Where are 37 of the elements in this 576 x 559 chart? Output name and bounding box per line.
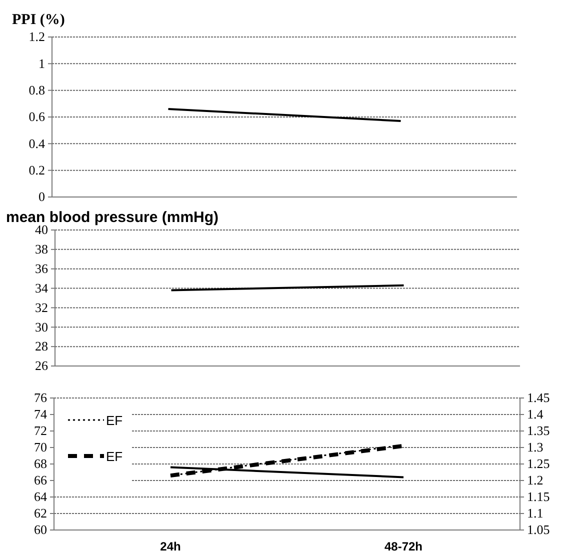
y-tick-label: 68 bbox=[34, 456, 47, 472]
y-tick-label: 0 bbox=[38, 189, 45, 204]
y-tick-label: 28 bbox=[35, 338, 48, 354]
chart-title: PPI (%) bbox=[12, 12, 65, 28]
y-tick-label: 34 bbox=[35, 280, 48, 296]
y-tick-label: 66 bbox=[34, 472, 48, 488]
y2-tick-label: 1.4 bbox=[527, 406, 544, 422]
y2-tick-label: 1.35 bbox=[527, 423, 550, 438]
legend-label: EF bbox=[106, 449, 123, 464]
y-tick-label: 36 bbox=[35, 261, 48, 276]
legend-label: EF bbox=[106, 413, 123, 428]
y-tick-label: 0.6 bbox=[28, 109, 46, 124]
y2-tick-label: 1.1 bbox=[527, 506, 544, 521]
y-tick-label: 76 bbox=[34, 390, 48, 406]
y-tick-label: 26 bbox=[35, 358, 48, 374]
y-tick-label: 60 bbox=[34, 522, 47, 538]
y2-tick-label: 1.2 bbox=[527, 472, 544, 488]
y-tick-label: 0.4 bbox=[28, 136, 46, 151]
y-tick-label: 1.2 bbox=[28, 29, 45, 44]
x-tick-label: 48-72h bbox=[384, 540, 423, 554]
y-tick-label: 72 bbox=[34, 423, 47, 438]
y-tick-label: 0.2 bbox=[28, 162, 45, 178]
y-tick-label: 1 bbox=[38, 56, 45, 71]
x-tick-label: 24h bbox=[160, 540, 181, 554]
y2-tick-label: 1.25 bbox=[527, 456, 550, 472]
y-tick-label: 62 bbox=[34, 506, 47, 521]
y2-tick-label: 1.45 bbox=[527, 390, 550, 406]
y2-tick-label: 1.3 bbox=[527, 440, 544, 455]
y-tick-label: 30 bbox=[35, 319, 48, 334]
y2-tick-label: 1.15 bbox=[527, 489, 550, 504]
y-tick-label: 74 bbox=[34, 406, 48, 422]
y-tick-label: 32 bbox=[35, 300, 48, 315]
y-tick-label: 38 bbox=[35, 242, 48, 257]
y-tick-label: 70 bbox=[34, 440, 47, 455]
y-tick-label: 64 bbox=[34, 489, 48, 504]
y2-tick-label: 1.05 bbox=[527, 522, 550, 538]
y-tick-label: 0.8 bbox=[28, 82, 45, 98]
